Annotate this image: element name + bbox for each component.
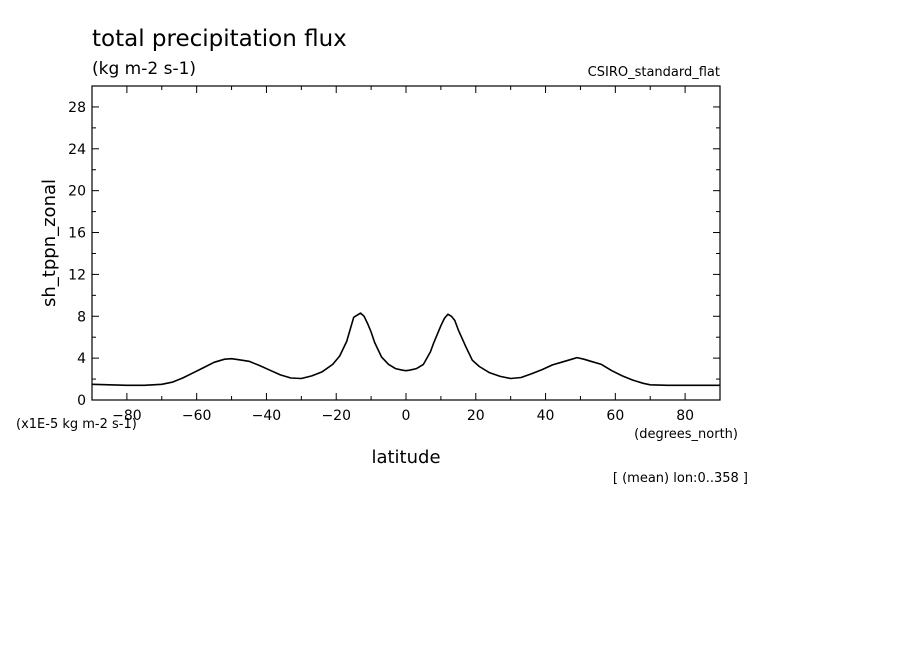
chart-subtitle: (kg m-2 s-1) bbox=[92, 59, 196, 79]
y-axis-units: (x1E-5 kg m-2 s-1) bbox=[16, 417, 137, 432]
y-axis-tick-labels: 0 4 8 12 16 20 24 28 bbox=[68, 100, 86, 409]
y-tick-label: 24 bbox=[68, 142, 86, 158]
y-tick-label: 12 bbox=[68, 267, 86, 283]
x-tick-label: −60 bbox=[182, 408, 212, 424]
x-axis-units: (degrees_north) bbox=[634, 427, 738, 442]
y-tick-label: 4 bbox=[77, 351, 86, 367]
x-axis-tick-labels: −80 −60 −40 −20 0 20 40 60 80 bbox=[112, 408, 694, 424]
y-tick-label: 16 bbox=[68, 226, 86, 242]
x-axis-label: latitude bbox=[371, 447, 440, 468]
dataset-label: CSIRO_standard_flat bbox=[588, 65, 720, 80]
x-tick-label: 60 bbox=[606, 408, 624, 424]
x-tick-label: −40 bbox=[252, 408, 282, 424]
x-tick-label: 0 bbox=[402, 408, 411, 424]
y-tick-label: 28 bbox=[68, 100, 86, 116]
x-tick-label: 20 bbox=[467, 408, 485, 424]
y-axis-ticks bbox=[92, 85, 720, 401]
x-axis-ticks bbox=[91, 86, 721, 400]
x-tick-label: −20 bbox=[321, 408, 351, 424]
y-tick-label: 20 bbox=[68, 184, 86, 200]
chart-title: total precipitation flux bbox=[92, 26, 347, 52]
precipitation-series-line bbox=[91, 312, 720, 387]
x-tick-label: 40 bbox=[537, 408, 555, 424]
x-tick-label: 80 bbox=[676, 408, 694, 424]
y-tick-label: 0 bbox=[77, 393, 86, 409]
y-tick-label: 8 bbox=[77, 309, 86, 325]
averaging-footnote: [ (mean) lon:0..358 ] bbox=[613, 471, 748, 486]
x-tick-label: −80 bbox=[112, 408, 142, 424]
plot-frame bbox=[91, 85, 721, 401]
y-axis-label: sh_tppn_zonal bbox=[39, 179, 60, 307]
